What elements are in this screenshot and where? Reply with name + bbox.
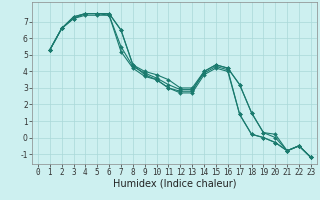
X-axis label: Humidex (Indice chaleur): Humidex (Indice chaleur) bbox=[113, 179, 236, 189]
